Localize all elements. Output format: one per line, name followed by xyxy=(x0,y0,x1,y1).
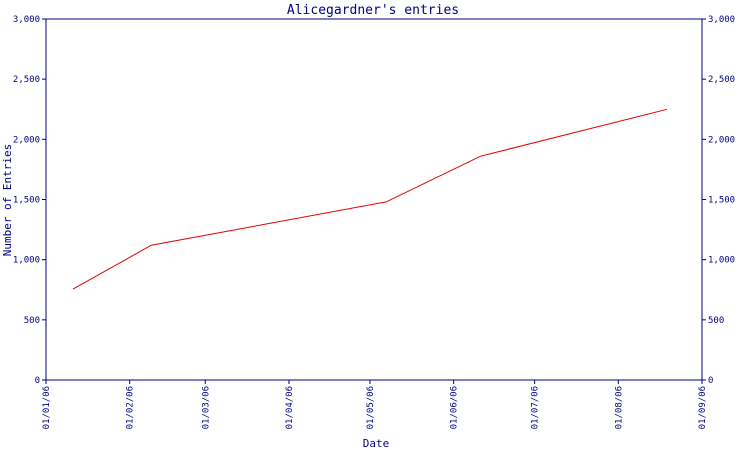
x-tick-label: 01/03/06 xyxy=(201,386,211,429)
right-y-tick-label: 2,500 xyxy=(708,75,735,85)
right-y-tick-label: 2,000 xyxy=(708,135,735,145)
plot-frame xyxy=(45,18,703,381)
right-y-tick-label: 500 xyxy=(708,316,724,326)
left-y-tick-label: 500 xyxy=(24,316,40,326)
left-y-tick-label: 1,000 xyxy=(13,256,40,266)
series-group xyxy=(72,108,668,290)
x-tick-label: 01/02/06 xyxy=(126,386,136,429)
left-y-tick-label: 3,000 xyxy=(13,15,40,25)
right-y-ticks: 0 500 1,000 1,500 2,000 2,500 3,000 xyxy=(702,15,735,386)
x-axis-title: Date xyxy=(363,437,390,450)
right-y-tick-label: 0 xyxy=(708,376,713,386)
right-y-tick-label: 3,000 xyxy=(708,15,735,25)
left-y-tick-label: 2,500 xyxy=(13,75,40,85)
left-y-tick-label: 2,000 xyxy=(13,135,40,145)
left-y-tick-label: 0 xyxy=(35,376,40,386)
series-line xyxy=(72,108,668,290)
right-y-tick-label: 1,500 xyxy=(708,196,735,206)
x-ticks: 01/01/06 01/02/06 01/03/06 01/04/06 01/05/06… xyxy=(42,380,708,429)
x-tick-label: 01/06/06 xyxy=(450,386,460,429)
right-y-tick-label: 1,000 xyxy=(708,256,735,266)
x-tick-label: 01/05/06 xyxy=(366,386,376,429)
x-tick-label: 01/09/06 xyxy=(698,386,708,429)
y-axis-title: Number of Entries xyxy=(1,144,14,257)
x-tick-label: 01/07/06 xyxy=(531,386,541,429)
x-tick-label: 01/01/06 xyxy=(42,386,52,429)
left-y-tick-label: 1,500 xyxy=(13,196,40,206)
x-tick-label: 01/04/06 xyxy=(285,386,295,429)
left-y-ticks: 0 500 1,000 1,500 2,000 2,500 3,000 xyxy=(13,15,46,386)
chart-title: Alicegardner's entries xyxy=(287,3,459,18)
x-tick-label: 01/08/06 xyxy=(614,386,624,429)
